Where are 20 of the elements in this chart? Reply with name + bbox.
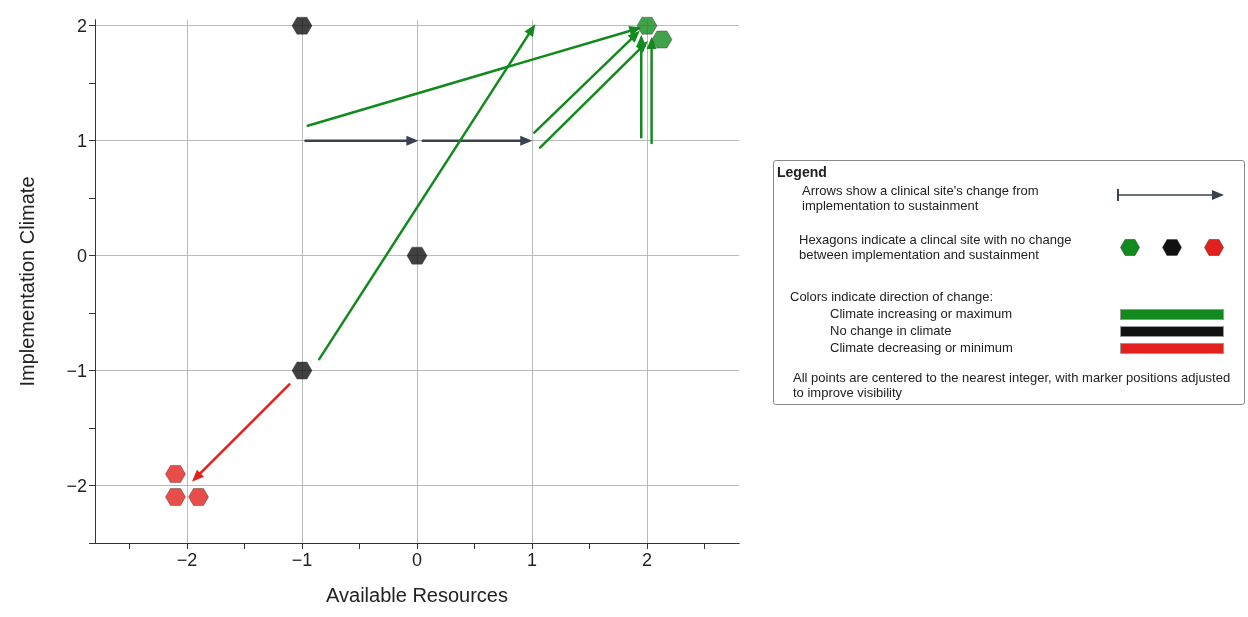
y-tick-label: 1 <box>76 130 87 151</box>
text: Climate increasing or maximum <box>830 306 1014 321</box>
y-axis-title: Implementation Climate <box>16 176 38 387</box>
x-tick-label: 1 <box>526 550 538 570</box>
text: Climate decreasing or minimum <box>830 340 1014 355</box>
text: All points are centered to the nearest integer, with marker positions adjusted to improve visibility <box>793 370 1232 400</box>
y-tick-label: 0 <box>76 245 87 266</box>
text: Hexagons indicate a clincal site with no change between implementation and sustainment <box>799 232 1073 262</box>
y-tick-label: −2 <box>66 475 87 496</box>
text: Legend <box>777 164 827 180</box>
text: Arrows show a clinical site's change from implementation to sustainment <box>802 183 1040 213</box>
x-tick-label: −2 <box>176 550 198 570</box>
y-tick-label: 2 <box>76 15 87 36</box>
x-tick-label: −1 <box>291 550 313 570</box>
x-axis-title: Available Resources <box>326 584 508 606</box>
y-tick-label: −1 <box>66 360 87 381</box>
text: No change in climate <box>830 323 953 338</box>
x-tick-label: 2 <box>641 550 653 570</box>
x-tick-label: 0 <box>411 550 423 570</box>
text: Colors indicate direction of change: <box>790 289 995 304</box>
